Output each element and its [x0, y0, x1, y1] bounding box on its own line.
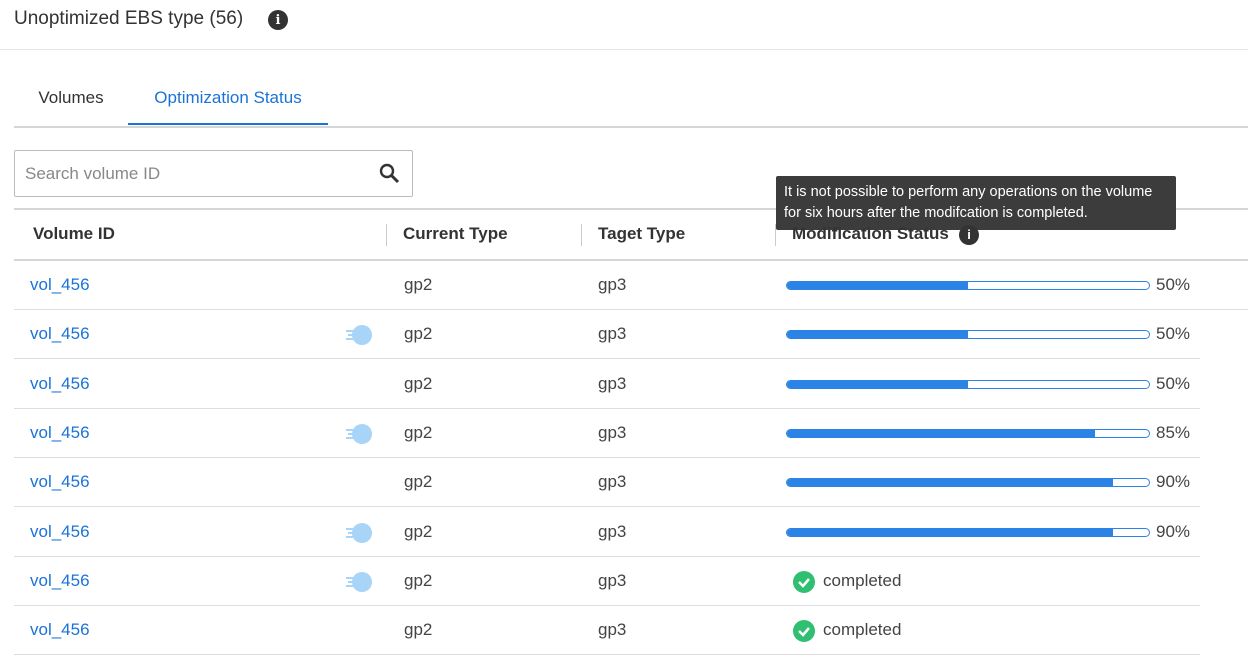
progress-track — [786, 330, 1150, 340]
row-line — [14, 309, 1248, 310]
current-type: gp2 — [404, 373, 433, 393]
volume-link[interactable]: vol_456 — [30, 620, 90, 640]
progress-label: 50% — [1156, 324, 1191, 344]
row-line — [14, 407, 1200, 409]
row-line — [14, 456, 1200, 458]
row-line — [14, 358, 1200, 360]
status-icon — [346, 325, 372, 346]
target-type: gp3 — [598, 324, 627, 344]
status-text: completed — [823, 570, 902, 590]
header-line — [14, 259, 1248, 261]
divider — [0, 49, 1248, 50]
target-type: gp3 — [598, 373, 627, 393]
progress-label: 90% — [1156, 521, 1191, 541]
current-type: gp2 — [404, 422, 433, 442]
progress-track — [786, 379, 1150, 389]
check — [798, 577, 810, 588]
page-title: Unoptimized EBS type (56) — [14, 8, 244, 29]
column-separator — [581, 224, 582, 246]
tab[interactable]: Volumes — [38, 88, 104, 107]
progress-label: 50% — [1156, 373, 1191, 393]
progress-track — [786, 428, 1150, 438]
tab-line — [14, 126, 1248, 128]
table-top — [14, 208, 1248, 210]
progress-track — [786, 527, 1150, 537]
volume-link[interactable]: vol_456 — [30, 570, 90, 590]
target-type: gp3 — [598, 570, 627, 590]
current-type: gp2 — [404, 570, 433, 590]
current-type: gp2 — [404, 275, 433, 294]
info-icon[interactable]: i — [268, 10, 288, 30]
progress-label: 90% — [1156, 472, 1191, 492]
tooltip: It is not possible to perform any operat… — [776, 176, 1176, 230]
progress-fill — [787, 479, 1113, 487]
row-line — [14, 506, 1200, 508]
row-line — [14, 604, 1200, 606]
check — [798, 627, 810, 637]
current-type: gp2 — [404, 472, 433, 492]
progress-track — [786, 478, 1150, 488]
row-line — [14, 654, 1200, 656]
search-icon[interactable] — [379, 163, 401, 185]
volume-link[interactable]: vol_456 — [30, 324, 90, 344]
volume-link[interactable]: vol_456 — [30, 373, 90, 393]
column-header: Current Type — [403, 224, 508, 243]
info-icon[interactable]: i — [959, 225, 979, 245]
progress-fill — [787, 380, 968, 388]
progress-label: 50% — [1156, 275, 1191, 294]
progress-fill — [787, 528, 1113, 536]
volume-link[interactable]: vol_456 — [30, 521, 90, 541]
target-type: gp3 — [598, 422, 627, 442]
volume-link[interactable]: vol_456 — [30, 275, 90, 294]
row-line — [14, 555, 1200, 557]
tab[interactable]: Optimization Status — [154, 88, 302, 107]
volume-link[interactable]: vol_456 — [30, 472, 90, 492]
search-placeholder: Search volume ID — [25, 164, 161, 183]
column-separator — [775, 224, 776, 246]
column-header: Modification Status — [792, 224, 949, 243]
progress-fill — [787, 282, 968, 289]
column-header: Volume ID — [33, 224, 115, 243]
current-type: gp2 — [404, 620, 433, 640]
status-icon — [346, 522, 372, 543]
current-type: gp2 — [404, 324, 433, 344]
target-type: gp3 — [598, 472, 627, 492]
status-icon — [346, 571, 372, 592]
search-box[interactable]: Search volume ID — [14, 150, 413, 197]
progress-fill — [787, 331, 968, 339]
progress-label: 85% — [1156, 422, 1191, 442]
tab-indicator — [128, 123, 328, 125]
current-type: gp2 — [404, 521, 433, 541]
column-header: Taget Type — [598, 224, 686, 243]
status-text: completed — [823, 620, 902, 640]
target-type: gp3 — [598, 521, 627, 541]
progress-track — [786, 281, 1150, 290]
volume-link[interactable]: vol_456 — [30, 422, 90, 442]
target-type: gp3 — [598, 620, 627, 640]
target-type: gp3 — [598, 275, 627, 294]
column-separator — [386, 224, 387, 246]
check-icon — [793, 620, 815, 643]
status-icon — [346, 423, 372, 444]
check-icon — [793, 570, 815, 593]
progress-fill — [787, 429, 1095, 437]
